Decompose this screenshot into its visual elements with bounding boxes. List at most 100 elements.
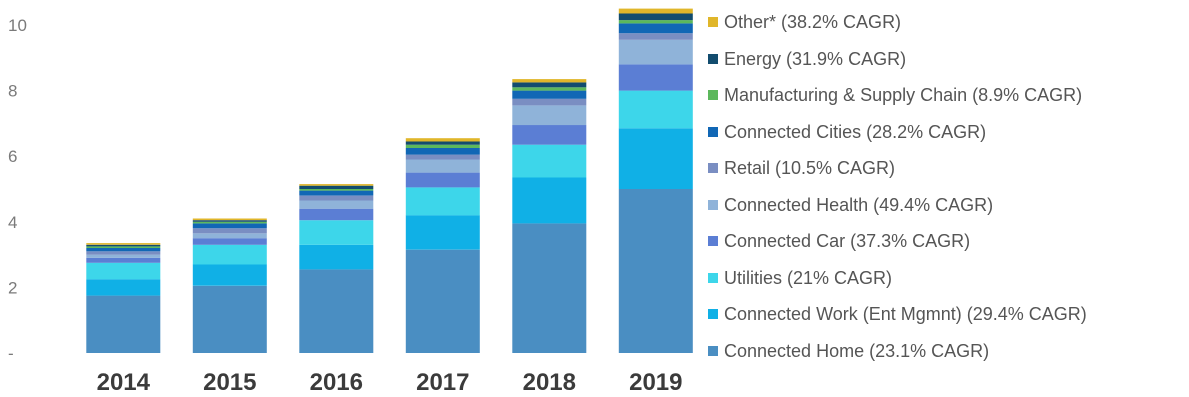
bar-segment (86, 246, 161, 248)
legend-item: Connected Home (23.1% CAGR) (708, 336, 1186, 373)
bar-segment (512, 98, 587, 106)
bar-segment (192, 218, 267, 221)
bar-segment (299, 195, 374, 201)
bar-segment (405, 215, 480, 250)
bar-segment (299, 184, 374, 186)
bar-segment (405, 159, 480, 173)
legend-swatch (708, 199, 718, 210)
bar-segment (192, 244, 267, 265)
x-axis-ticks: 2014 2015 2016 2017 2018 2019 (97, 369, 683, 396)
bar-segment (618, 90, 693, 129)
legend-swatch (708, 163, 718, 173)
bar-segment (299, 208, 374, 221)
legend-item: Connected Car (37.3% CAGR) (708, 226, 1186, 263)
legend-swatch (708, 272, 718, 283)
x-tick-label: 2014 (97, 369, 151, 396)
y-tick-label: 4 (8, 213, 17, 232)
bar-segment (192, 264, 267, 286)
y-tick-label: 2 (8, 278, 17, 297)
legend-item: Connected Health (49.4% CAGR) (708, 190, 1186, 227)
bar-segment (86, 248, 161, 252)
bar-segment (86, 257, 161, 263)
bar-segment (86, 244, 161, 247)
bar-segment (618, 20, 693, 24)
legend-swatch (708, 90, 718, 100)
bar-segment (512, 125, 587, 145)
bar-segment (512, 223, 587, 353)
bar-segment (192, 221, 267, 224)
bars (86, 8, 693, 353)
bar-segment (405, 154, 480, 160)
bar-segment (299, 189, 374, 191)
bar-segment (618, 128, 693, 189)
bar-segment (405, 144, 480, 148)
bar-segment (192, 233, 267, 239)
y-tick-label: 8 (8, 82, 17, 101)
bar-segment (618, 33, 693, 40)
stacked-bar-chart: - 2 4 6 8 10 2014 2015 2016 2017 2018 2019 (8, 8, 693, 396)
legend-item: Connected Cities (28.2% CAGR) (708, 117, 1186, 154)
bar-segment (512, 79, 587, 83)
bar-segment (512, 82, 587, 88)
bar-segment (618, 39, 693, 65)
bar-segment (512, 177, 587, 224)
legend-label: Connected Health (49.4% CAGR) (724, 194, 994, 215)
bar-segment (618, 189, 693, 353)
bar-segment (512, 144, 587, 178)
bar-segment (512, 90, 587, 99)
legend-item: Connected Work (Ent Mgmnt) (29.4% CAGR) (708, 299, 1186, 336)
legend-label: Manufacturing & Supply Chain (8.9% CAGR) (724, 85, 1083, 105)
bar-segment (405, 187, 480, 216)
legend-label: Other* (38.2% CAGR) (724, 12, 902, 32)
bar-segment (299, 220, 374, 245)
legend-item: Energy (31.9% CAGR) (708, 44, 1186, 81)
x-tick-label: 2017 (416, 369, 469, 396)
y-tick-label: 6 (8, 147, 17, 166)
bar-segment (405, 141, 480, 145)
x-tick-label: 2015 (203, 369, 256, 396)
legend-label: Connected Car (37.3% CAGR) (724, 231, 971, 251)
bar-segment (299, 190, 374, 196)
bar-segment (299, 269, 374, 353)
bar-segment (299, 244, 374, 270)
legend-label: Connected Work (Ent Mgmnt) (29.4% CAGR) (724, 304, 1087, 324)
bar-segment (512, 105, 587, 126)
bar-segment (192, 228, 267, 234)
bar-segment (86, 243, 161, 245)
legend: Other* (38.2% CAGR) Energy (31.9% CAGR) Ma… (708, 7, 1186, 372)
y-axis-ticks: - 2 4 6 8 10 (8, 16, 27, 363)
legend-swatch (708, 309, 718, 319)
bar-segment (405, 249, 480, 353)
bar-segment (299, 185, 374, 189)
bar-segment (405, 172, 480, 188)
bar-segment (618, 8, 693, 14)
bar-segment (86, 251, 161, 255)
bar-segment (192, 223, 267, 229)
legend-item: Manufacturing & Supply Chain (8.9% CAGR) (708, 80, 1186, 117)
legend-item: Other* (38.2% CAGR) (708, 7, 1186, 44)
legend-item: Retail (10.5% CAGR) (708, 153, 1186, 190)
legend-swatch (708, 236, 718, 246)
y-tick-label: - (8, 344, 14, 363)
bar-segment (192, 285, 267, 353)
legend-swatch (708, 53, 718, 64)
bar-segment (86, 262, 161, 280)
bar-segment (618, 13, 693, 21)
bar-segment (405, 148, 480, 155)
y-tick-label: 10 (8, 16, 27, 35)
bar-segment (192, 238, 267, 245)
legend-label: Connected Home (23.1% CAGR) (724, 340, 990, 361)
legend-label: Connected Cities (28.2% CAGR) (724, 121, 987, 142)
legend-label: Utilities (21% CAGR) (724, 267, 893, 288)
bar-segment (299, 200, 374, 209)
bar-segment (618, 64, 693, 91)
bar-segment (512, 87, 587, 91)
legend-item: Utilities (21% CAGR) (708, 263, 1186, 300)
bar-segment (86, 295, 161, 353)
bar-segment (192, 220, 267, 222)
legend-swatch (708, 345, 718, 356)
bar-segment (86, 279, 161, 296)
legend-swatch (708, 17, 718, 27)
x-tick-label: 2016 (310, 369, 363, 396)
bar-segment (86, 254, 161, 258)
